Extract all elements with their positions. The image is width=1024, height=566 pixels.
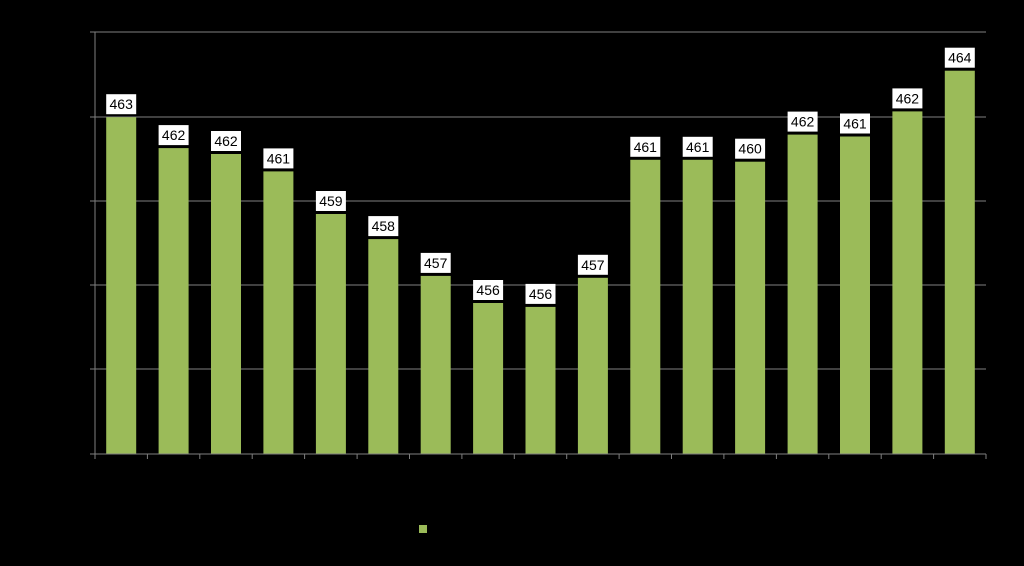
data-label-12: 460 (735, 138, 766, 159)
bar-6 (420, 275, 451, 454)
data-label-text: 459 (319, 193, 343, 209)
data-label-5: 458 (368, 216, 399, 237)
bar-5 (368, 239, 399, 454)
bar-1 (158, 148, 189, 454)
data-label-box (525, 283, 556, 304)
data-label-box (473, 280, 504, 300)
data-label-0: 463 (106, 94, 137, 115)
legend-marker (419, 525, 427, 533)
bar-16 (944, 70, 975, 454)
data-label-4: 459 (315, 191, 346, 211)
data-label-text: 457 (424, 255, 448, 271)
data-label-13: 462 (787, 111, 818, 132)
data-label-box (787, 111, 818, 132)
data-label-box (630, 136, 661, 157)
data-label-7: 456 (473, 280, 504, 300)
data-label-box (315, 191, 346, 211)
bar-2 (211, 154, 241, 454)
data-labels: 463 462 462 461 459 458 457 456 456 457 461 461 460 4… (106, 47, 975, 304)
data-label-3: 461 (263, 148, 294, 169)
data-label-8: 456 (525, 283, 556, 304)
data-label-text: 461 (686, 139, 710, 155)
data-label-text: 456 (529, 286, 553, 302)
data-label-2: 462 (211, 131, 241, 151)
bar-14 (840, 136, 870, 454)
data-label-box (211, 131, 241, 151)
axes (90, 31, 987, 459)
data-label-1: 462 (158, 125, 189, 146)
data-label-6: 457 (420, 252, 451, 273)
bar-4 (315, 214, 346, 454)
data-label-text: 457 (581, 257, 605, 273)
bars (106, 70, 975, 455)
data-label-box (106, 94, 137, 115)
data-label-box (263, 148, 294, 169)
data-label-box (420, 252, 451, 273)
data-label-text: 463 (110, 96, 134, 112)
data-label-text: 462 (162, 127, 186, 143)
data-label-16: 464 (944, 47, 975, 68)
bar-7 (473, 303, 504, 454)
bar-15 (892, 111, 923, 455)
bar-9 (577, 277, 608, 454)
data-label-box (892, 88, 923, 109)
data-label-box (682, 136, 713, 157)
data-label-text: 461 (843, 116, 867, 132)
bar-10 (630, 159, 661, 455)
bar-8 (525, 306, 556, 454)
data-label-box (735, 138, 766, 159)
bar-13 (787, 134, 818, 454)
data-label-text: 461 (267, 150, 291, 166)
data-label-9: 457 (577, 254, 608, 275)
data-label-14: 461 (840, 113, 870, 134)
bar-11 (682, 159, 713, 455)
data-label-text: 462 (791, 114, 815, 130)
data-label-text: 461 (634, 139, 658, 155)
data-label-text: 462 (896, 90, 920, 106)
data-label-text: 456 (476, 282, 500, 298)
data-label-box (944, 47, 975, 68)
bar-12 (735, 161, 766, 454)
data-label-text: 464 (948, 50, 972, 66)
data-label-11: 461 (682, 136, 713, 157)
data-label-15: 462 (892, 88, 923, 109)
data-label-text: 460 (738, 141, 762, 157)
data-label-10: 461 (630, 136, 661, 157)
data-label-text: 458 (372, 218, 396, 234)
data-label-box (577, 254, 608, 275)
bar-0 (106, 117, 137, 454)
data-label-box (368, 216, 399, 237)
data-label-box (158, 125, 189, 146)
legend (419, 525, 427, 533)
data-label-text: 462 (214, 133, 238, 149)
bar-3 (263, 171, 294, 454)
data-label-box (840, 113, 870, 134)
